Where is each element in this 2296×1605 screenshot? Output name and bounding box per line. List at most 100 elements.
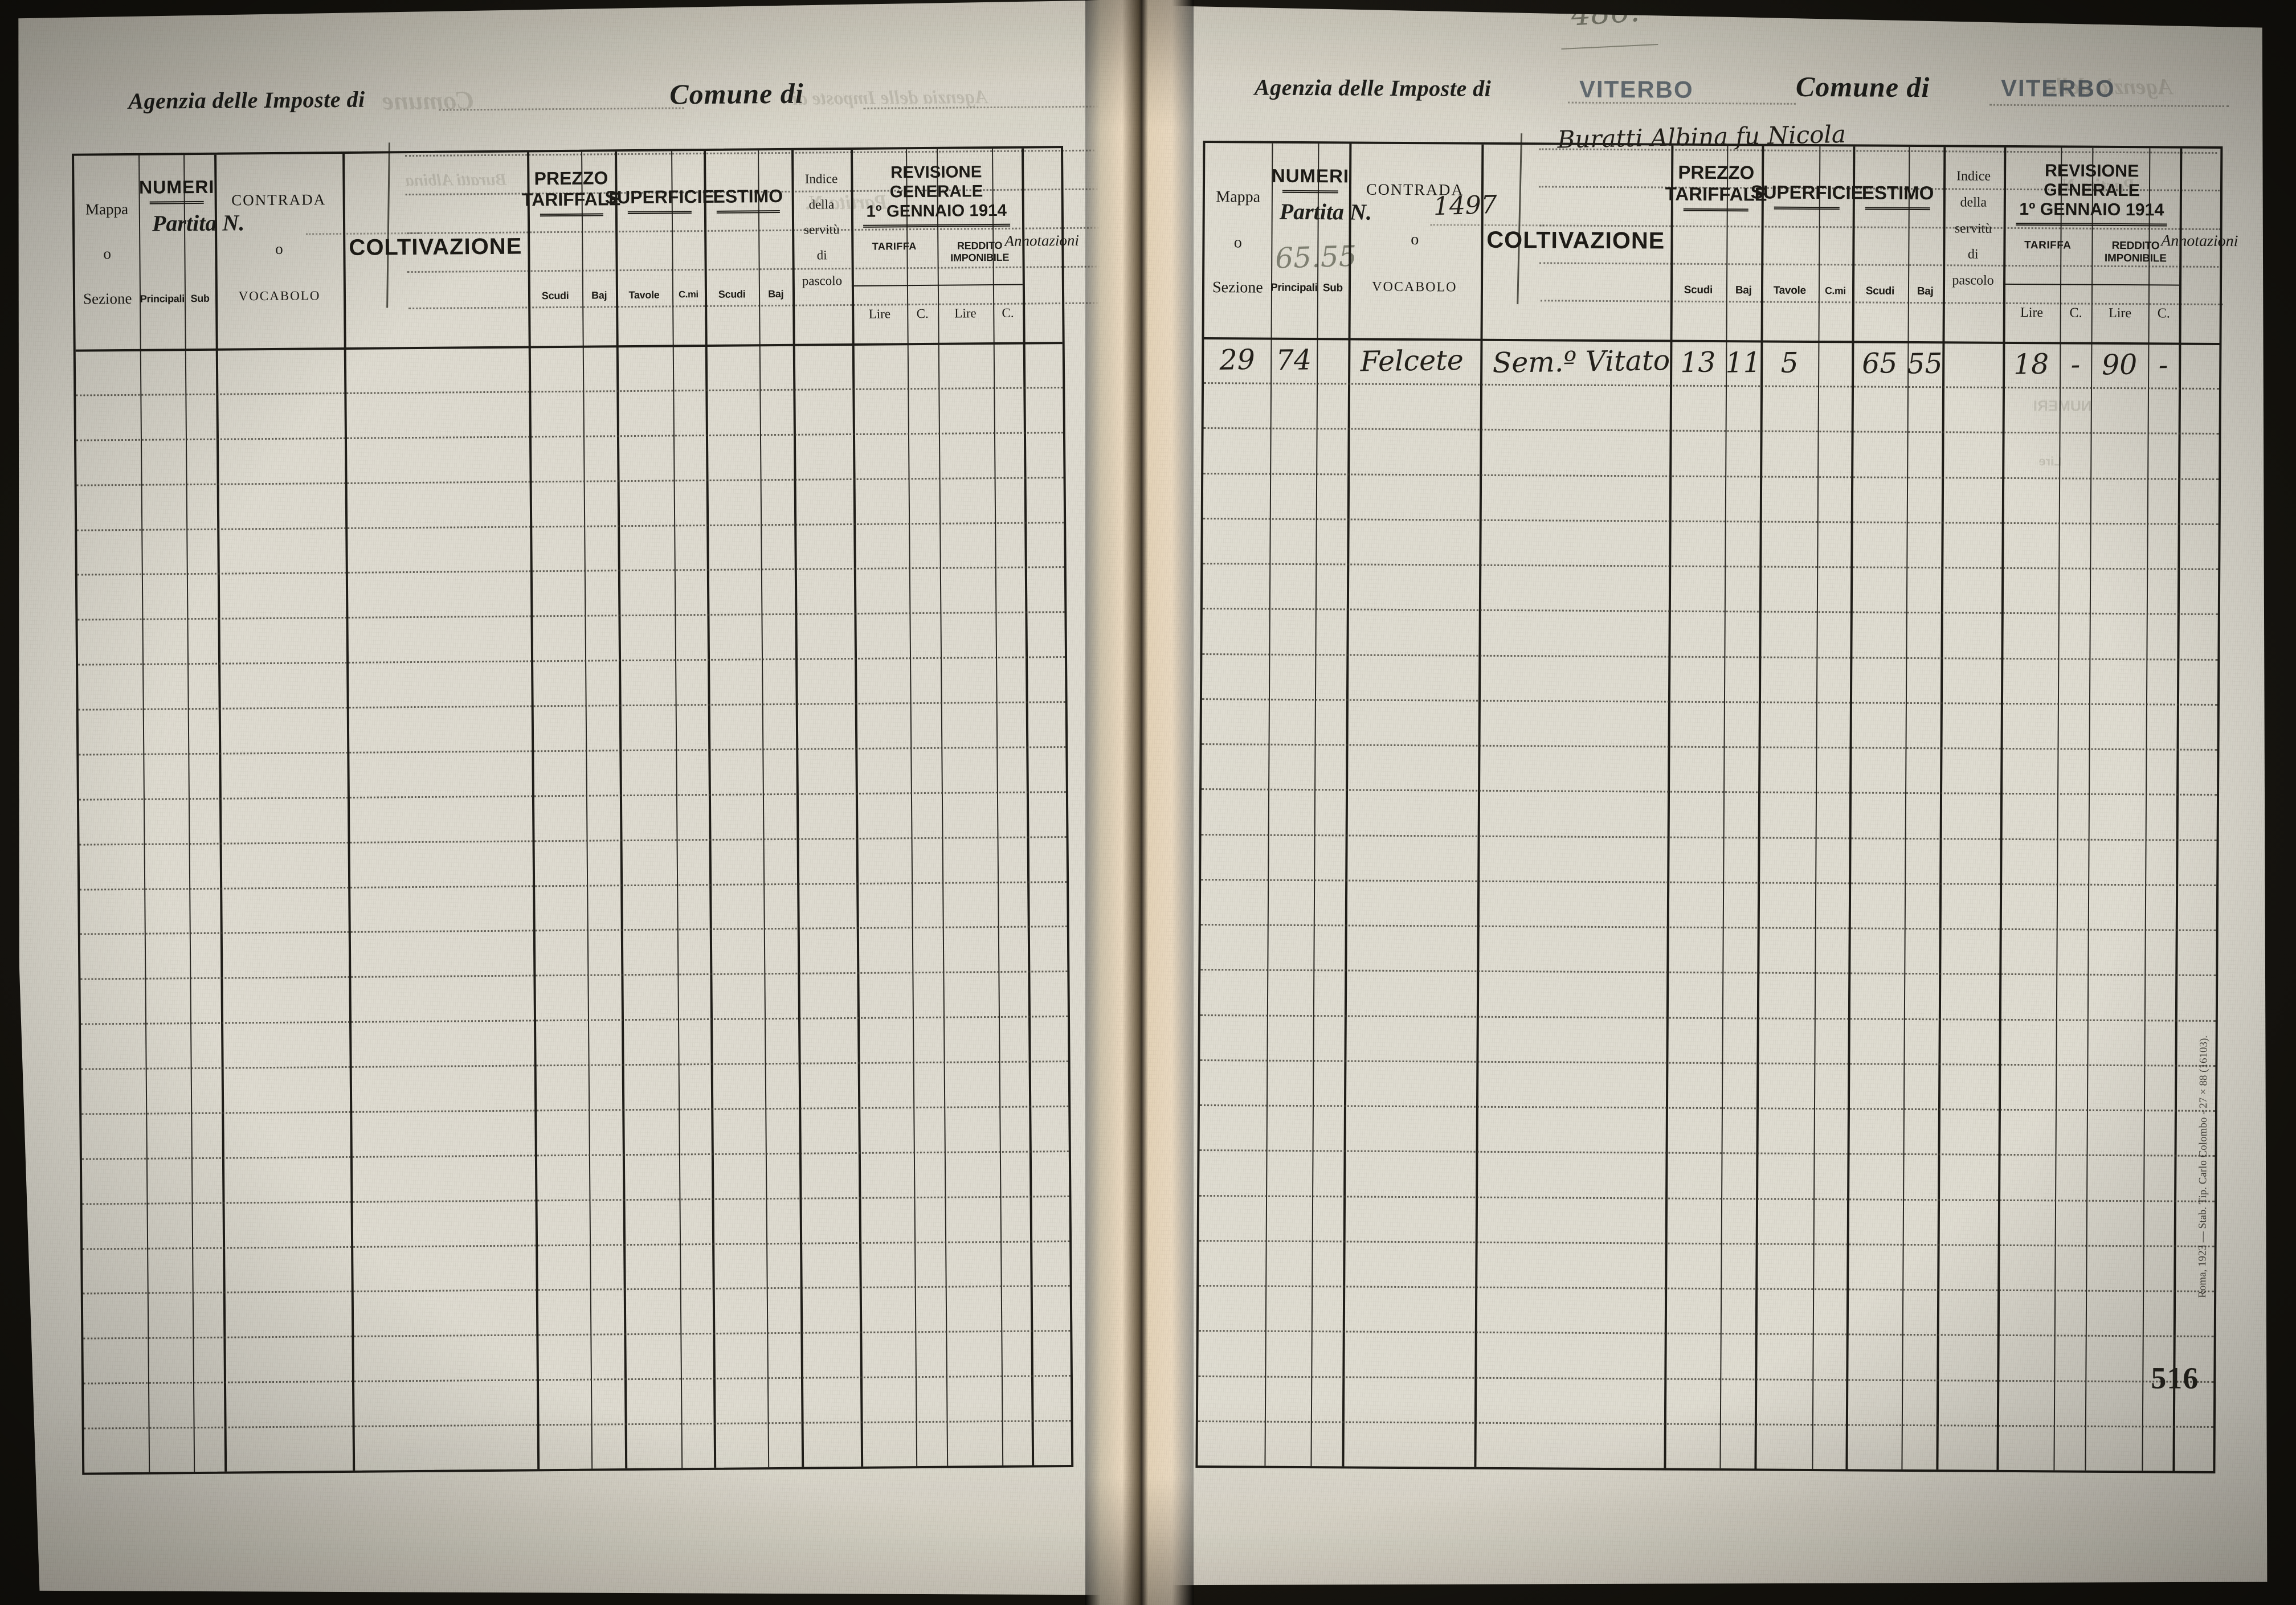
header-prezzo-baj: Baj [591, 289, 607, 301]
agenzia-value[interactable]: VITERBO [1579, 75, 1694, 103]
row-divider [1200, 1104, 2215, 1112]
row-divider [78, 656, 1065, 666]
cell-reddito_c[interactable]: - [2158, 349, 2168, 382]
column-divider [183, 155, 195, 1472]
column-divider [992, 149, 1003, 1465]
header-indice-servitu-pascolo: Indice della servitù di pascolo [1952, 169, 1994, 288]
header-estimo-baj: Baj [768, 288, 784, 300]
row-divider [76, 387, 1063, 396]
header-reddito-lire: Lire [2109, 305, 2132, 321]
row-divider [80, 836, 1067, 846]
header-reddito-lire: Lire [954, 306, 977, 321]
column-divider [342, 154, 355, 1471]
header-numeri-sub: Sub [190, 292, 210, 305]
row-divider [81, 1106, 1068, 1115]
header-estimo-scudi: Scudi [718, 288, 746, 300]
cell-prezzo_scudi[interactable]: 13 [1680, 346, 1716, 379]
row-divider [1202, 653, 2217, 661]
cadastral-table-left: Mappa o Sezione NUMERI Principali Sub CONTR… [72, 146, 1073, 1475]
page-number: 516 [2151, 1361, 2199, 1395]
row-divider [1202, 743, 2217, 751]
table-row[interactable]: 29 74 Felcete Sem.º Vitato 13 11 5 65 55 18-90- [1204, 337, 2219, 388]
comune-value-rule [863, 105, 1102, 109]
comune-label: Comune di [669, 77, 804, 110]
row-divider [1199, 1285, 2214, 1292]
header-prezzo-baj: Baj [1735, 284, 1752, 297]
column-divider [791, 150, 804, 1467]
row-divider [77, 477, 1064, 486]
row-divider [79, 791, 1066, 801]
column-divider [214, 155, 227, 1472]
row-divider [1201, 879, 2216, 886]
column-divider [937, 149, 948, 1466]
header-superficie-tavole: Tavole [1773, 284, 1806, 297]
column-divider [1022, 149, 1034, 1465]
header-mappa-sezione: Mappa o Sezione [83, 200, 132, 308]
header-numeri-principali: Principali [140, 293, 185, 305]
header-contrada-vocabolo: CONTRADA o VOCABOLO [231, 191, 326, 304]
cell-estimo_scudi[interactable]: 65 [1861, 347, 1898, 380]
row-divider [77, 566, 1064, 576]
cell-contrada[interactable]: Felcete [1360, 343, 1464, 378]
row-divider [83, 1240, 1069, 1250]
comune-value[interactable]: VITERBO [2000, 74, 2115, 102]
column-divider [851, 150, 863, 1467]
cell-reddito_lire[interactable]: 90 [2101, 348, 2138, 382]
cadastral-table-right: Mappa o Sezione NUMERI Principali Sub CONTR… [1195, 141, 2223, 1473]
column-divider [906, 149, 917, 1466]
row-divider [77, 611, 1064, 621]
comune-value-rule [1989, 104, 2229, 107]
header-annotazioni: Annotazioni [1004, 231, 1080, 249]
row-divider [80, 926, 1067, 935]
row-divider [84, 1375, 1071, 1385]
ghost-text-comune: Comune [382, 85, 474, 116]
row-divider [79, 746, 1065, 756]
printer-imprint: Roma, 1923 — Stab. Tip. Carlo Colombo - … [2196, 1035, 2210, 1298]
row-divider [83, 1195, 1069, 1205]
row-divider [77, 522, 1064, 531]
cell-superficie_tavole[interactable]: 5 [1780, 346, 1799, 380]
right-page-sheet: Agenzia delle Partita N. NUMERI Lire Age… [1138, 0, 2281, 1598]
row-divider [1202, 698, 2217, 706]
header-tariffa: TARIFFA [2024, 239, 2072, 252]
header-indice-servitu-pascolo: Indice della servitù di pascolo [802, 171, 843, 288]
row-divider [80, 881, 1067, 891]
cell-mappa[interactable]: 29 [1219, 343, 1256, 376]
header-superficie-cmi: C.mi [679, 289, 698, 300]
column-divider [581, 152, 593, 1469]
row-divider [1199, 1240, 2215, 1247]
row-divider [80, 971, 1067, 980]
header-prezzo-scudi: Scudi [541, 289, 569, 302]
row-divider [1203, 608, 2218, 615]
row-divider [1198, 1375, 2213, 1383]
column-divider [704, 151, 716, 1468]
row-divider [1203, 473, 2219, 480]
right-page: Agenzia delle Partita N. NUMERI Lire Age… [1138, 0, 2281, 1598]
row-divider [1204, 428, 2219, 435]
row-divider [84, 1420, 1071, 1430]
row-divider [76, 432, 1063, 441]
agenzia-label: Agenzia delle Imposte di [1254, 74, 1492, 101]
header-numeri-sub: Sub [1322, 281, 1343, 294]
cell-tariffa_c[interactable]: - [2070, 348, 2081, 381]
row-divider [1203, 563, 2218, 570]
row-divider [1198, 1420, 2213, 1428]
row-divider [1200, 1014, 2216, 1022]
header-tariffa-lire: Lire [868, 306, 891, 321]
header-coltivazione: COLTIVAZIONE [1486, 226, 1665, 254]
row-divider [1199, 1330, 2214, 1337]
cell-principali[interactable]: 74 [1275, 343, 1312, 377]
left-page: Comune Agenzia delle Imposte di Partita … [5, 0, 1117, 1603]
row-divider [1200, 969, 2216, 976]
agenzia-value-rule [439, 107, 684, 110]
cell-estimo_baj[interactable]: 55 [1906, 347, 1943, 380]
column-divider [758, 150, 769, 1467]
cell-coltivazione[interactable]: Sem.º Vitato [1492, 344, 1670, 380]
row-divider [83, 1330, 1070, 1340]
cell-tariffa_lire[interactable]: 18 [2013, 347, 2050, 381]
cell-prezzo_baj[interactable]: 11 [1725, 346, 1762, 379]
folio-pencil-underline [1561, 44, 1658, 50]
row-divider [1202, 834, 2217, 841]
header-annotazioni: Annotazioni [2161, 232, 2238, 251]
row-divider [1200, 1059, 2215, 1067]
